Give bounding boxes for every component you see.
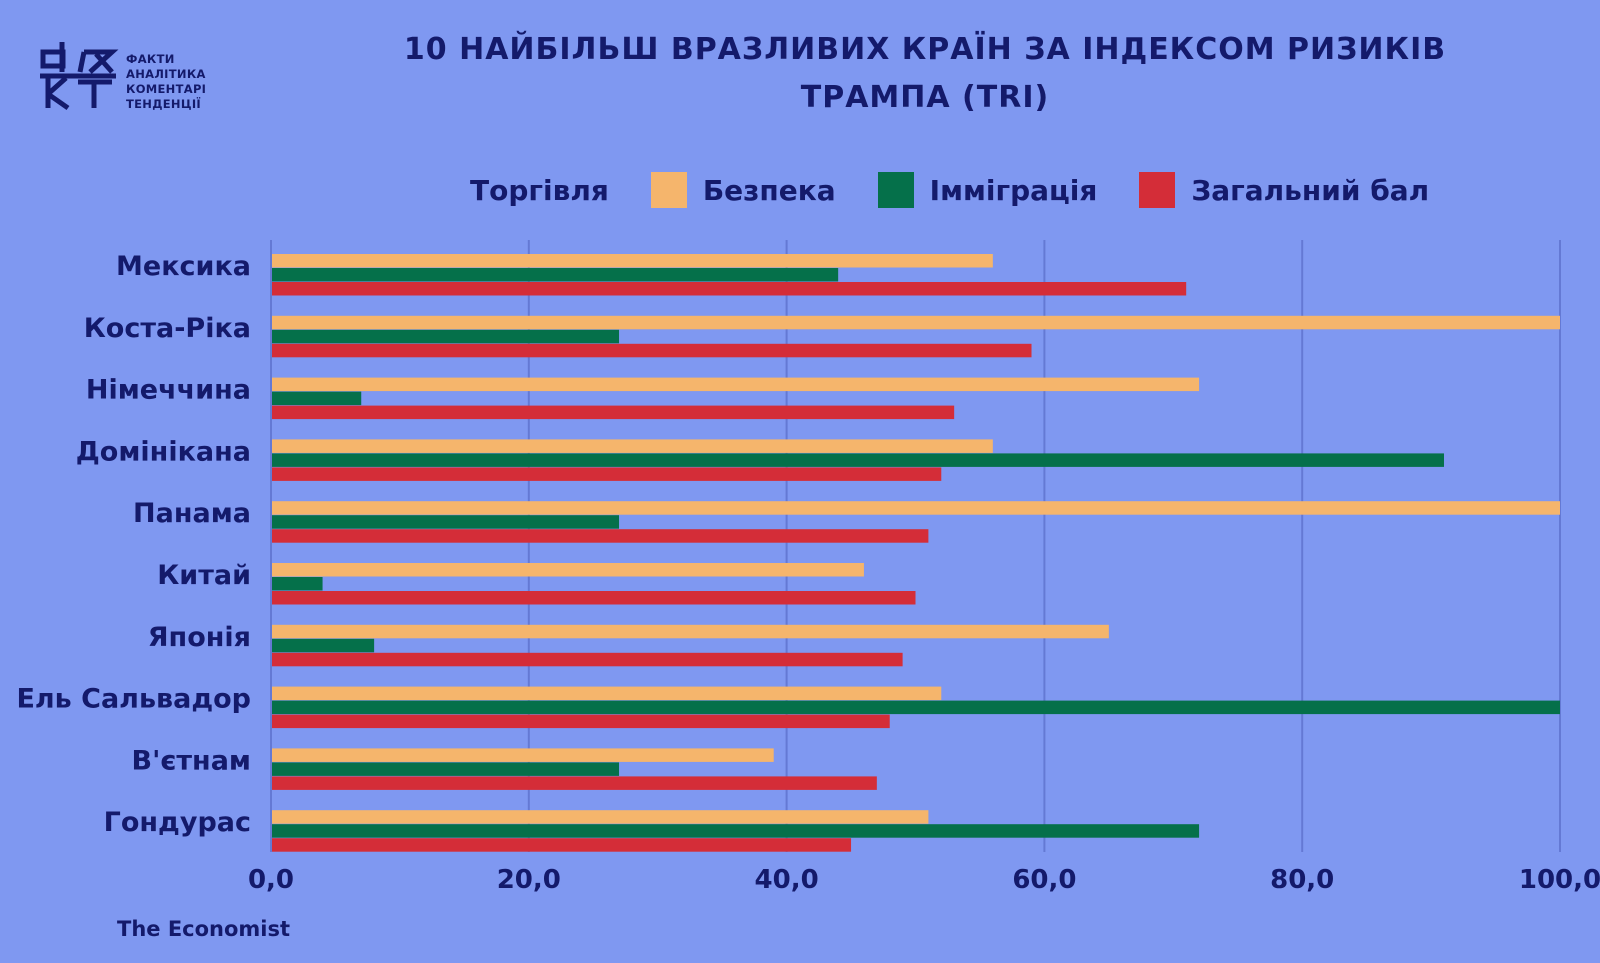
- bar-total: [271, 652, 903, 667]
- bar-immigration: [271, 700, 1560, 715]
- category-label: Китай: [157, 560, 251, 591]
- chart-title-line-1: 10 НАЙБІЛЬШ ВРАЗЛИВИХ КРАЇН ЗА ІНДЕКСОМ …: [403, 32, 1447, 67]
- bar-security: [271, 810, 929, 824]
- x-tick-label: 20,0: [497, 865, 561, 895]
- legend-swatch-total: [1139, 172, 1176, 208]
- legend-item-security: Безпека: [650, 172, 836, 208]
- legend: Торгівля Безпека Імміграція Загальний ба…: [470, 172, 1429, 208]
- bar-total: [271, 714, 890, 729]
- legend-item-trade: Торгівля: [470, 174, 609, 207]
- category-label: Гондурас: [104, 807, 251, 838]
- x-tick-label: 0,0: [248, 865, 294, 895]
- bar-immigration: [271, 577, 323, 591]
- bar-total: [271, 776, 877, 790]
- bar-immigration: [271, 515, 620, 529]
- logo-text: ФАКТИ АНАЛІТИКА КОМЕНТАРІ ТЕНДЕНЦІЇ: [126, 52, 206, 112]
- logo-line: КОМЕНТАРІ: [126, 82, 207, 96]
- bar-immigration: [271, 762, 620, 776]
- category-label: Панама: [133, 498, 251, 529]
- category-label: В'єтнам: [132, 745, 251, 776]
- logo-mark-icon: [40, 42, 119, 111]
- bar-immigration: [271, 638, 375, 653]
- legend-label-trade: Торгівля: [470, 173, 609, 207]
- bar-total: [271, 343, 1032, 358]
- legend-label-total: Загальний бал: [1191, 173, 1430, 207]
- bar-security: [271, 377, 1200, 392]
- logo-line: АНАЛІТИКА: [126, 67, 206, 81]
- x-tick-label: 100,0: [1519, 865, 1600, 895]
- bar-total: [271, 529, 929, 543]
- bar-immigration: [271, 824, 1200, 838]
- logo-line: ФАКТИ: [126, 52, 175, 66]
- legend-swatch-security: [650, 172, 687, 208]
- category-label: Німеччина: [86, 375, 251, 406]
- bar-security: [271, 563, 864, 577]
- bar-security: [271, 439, 993, 453]
- legend-label-immigration: Імміграція: [929, 173, 1098, 207]
- legend-item-immigration: Імміграція: [877, 172, 1098, 208]
- category-label: Коста-Ріка: [84, 313, 251, 344]
- bar-security: [271, 686, 942, 701]
- category-label: Японія: [148, 622, 251, 653]
- bar-total: [271, 405, 955, 420]
- bar-security: [271, 748, 774, 762]
- x-tick-label: 80,0: [1270, 865, 1334, 895]
- x-tick-label: 60,0: [1012, 865, 1076, 895]
- category-label: Мексика: [116, 251, 251, 282]
- bar-immigration: [271, 329, 620, 344]
- bar-total: [271, 282, 1187, 296]
- x-tick-label: 40,0: [755, 865, 819, 895]
- chart-title: 10 НАЙБІЛЬШ ВРАЗЛИВИХ КРАЇН ЗА ІНДЕКСОМ …: [330, 26, 1520, 122]
- bar-security: [271, 501, 1560, 515]
- category-label: Домінікана: [76, 436, 251, 467]
- chart-title-line-2: ТРАМПА (TRI): [800, 80, 1050, 115]
- source-note: The Economist: [117, 917, 291, 941]
- bar-security: [271, 315, 1560, 330]
- logo: ФАКТИ АНАЛІТИКА КОМЕНТАРІ ТЕНДЕНЦІЇ: [40, 40, 230, 120]
- bar-immigration: [271, 268, 839, 282]
- bar-security: [271, 254, 993, 268]
- legend-item-total: Загальний бал: [1139, 172, 1429, 208]
- bar-total: [271, 467, 942, 481]
- bar-total: [271, 838, 852, 852]
- bar-security: [271, 624, 1109, 639]
- legend-swatch-immigration: [877, 172, 914, 208]
- legend-label-security: Безпека: [702, 173, 836, 207]
- bar-immigration: [271, 391, 362, 406]
- bar-immigration: [271, 453, 1444, 467]
- bar-total: [271, 591, 916, 605]
- logo-line: ТЕНДЕНЦІЇ: [126, 97, 201, 111]
- category-label: Ель Сальвадор: [16, 684, 251, 715]
